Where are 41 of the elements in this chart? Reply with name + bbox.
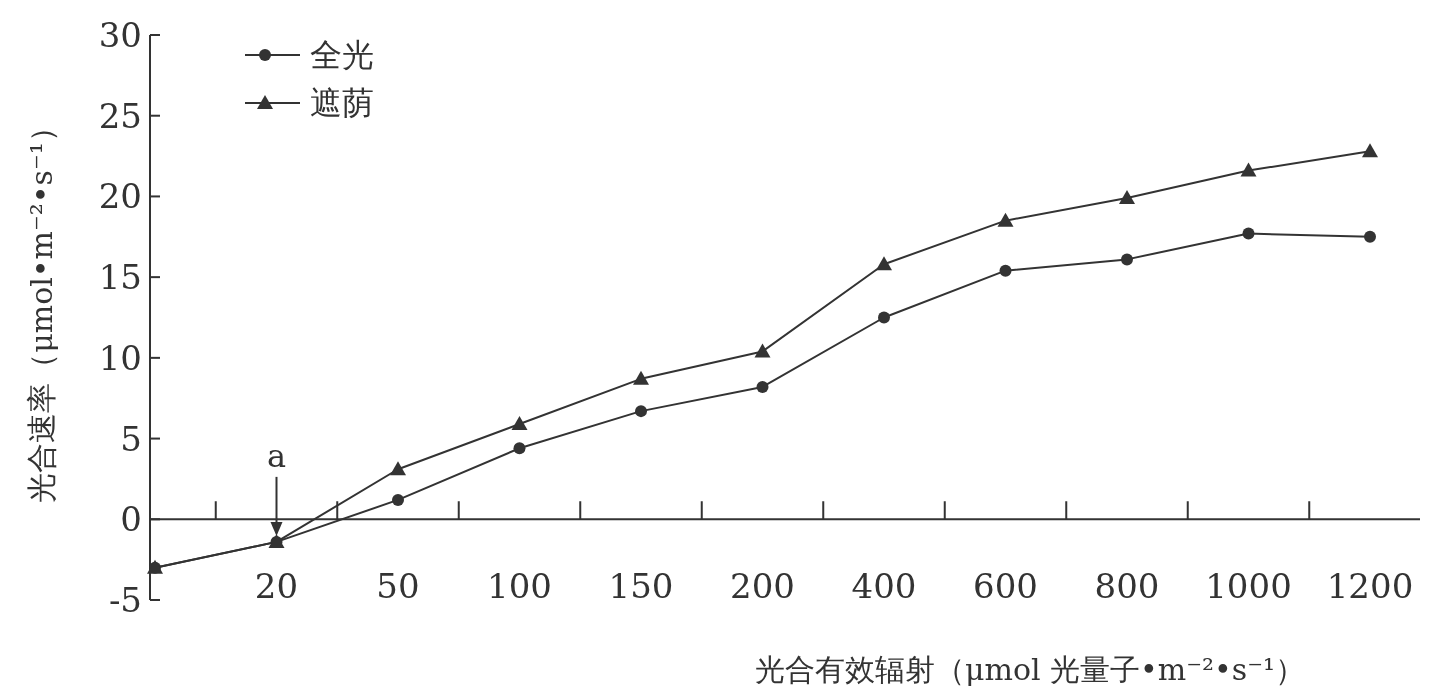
y-tick-label: 10 [98, 337, 142, 378]
point [876, 256, 892, 271]
point [635, 405, 647, 418]
annotation: a [266, 436, 287, 475]
x-tick-label: 600 [973, 566, 1038, 606]
x-tick-label: 100 [487, 566, 552, 606]
point [997, 212, 1014, 227]
point [633, 370, 649, 385]
point [878, 311, 890, 324]
x-tick-label: 20 [254, 566, 299, 606]
y-tick-label: -5 [108, 580, 142, 620]
y-tick-label: 15 [98, 257, 142, 298]
point [1119, 190, 1135, 205]
y-axis-title: 光合速率（μmol•m⁻²•s⁻¹） [24, 112, 59, 503]
y-tick-label: 30 [98, 15, 142, 55]
x-tick-label: 200 [730, 566, 795, 606]
x-tick-label: 150 [608, 566, 674, 606]
x-axis-title: 光合有效辐射（μmol 光量子•m⁻²•s⁻¹） [754, 652, 1306, 687]
x-tick-label: 1200 [1326, 566, 1414, 606]
x-tick-label: 800 [1094, 566, 1160, 606]
x-tick-label: 1000 [1205, 566, 1292, 606]
x-tick-label: 400 [851, 566, 917, 606]
point [1364, 230, 1376, 243]
point [1240, 162, 1257, 177]
y-tick-label: 0 [120, 499, 142, 540]
point [756, 380, 769, 393]
y-tick-label: 25 [98, 95, 142, 136]
legend-label: 遮荫 [310, 84, 374, 122]
point [511, 416, 528, 431]
legend-label: 全光 [310, 36, 374, 74]
point [513, 442, 526, 455]
y-tick-label: 5 [120, 418, 142, 459]
point [1242, 227, 1255, 240]
y-tick-label: 20 [98, 176, 142, 217]
point [1362, 143, 1378, 158]
point [392, 493, 404, 506]
point [1121, 253, 1133, 266]
x-tick-label: 50 [376, 566, 420, 606]
point [390, 461, 406, 476]
point [754, 343, 771, 358]
point [999, 264, 1012, 277]
